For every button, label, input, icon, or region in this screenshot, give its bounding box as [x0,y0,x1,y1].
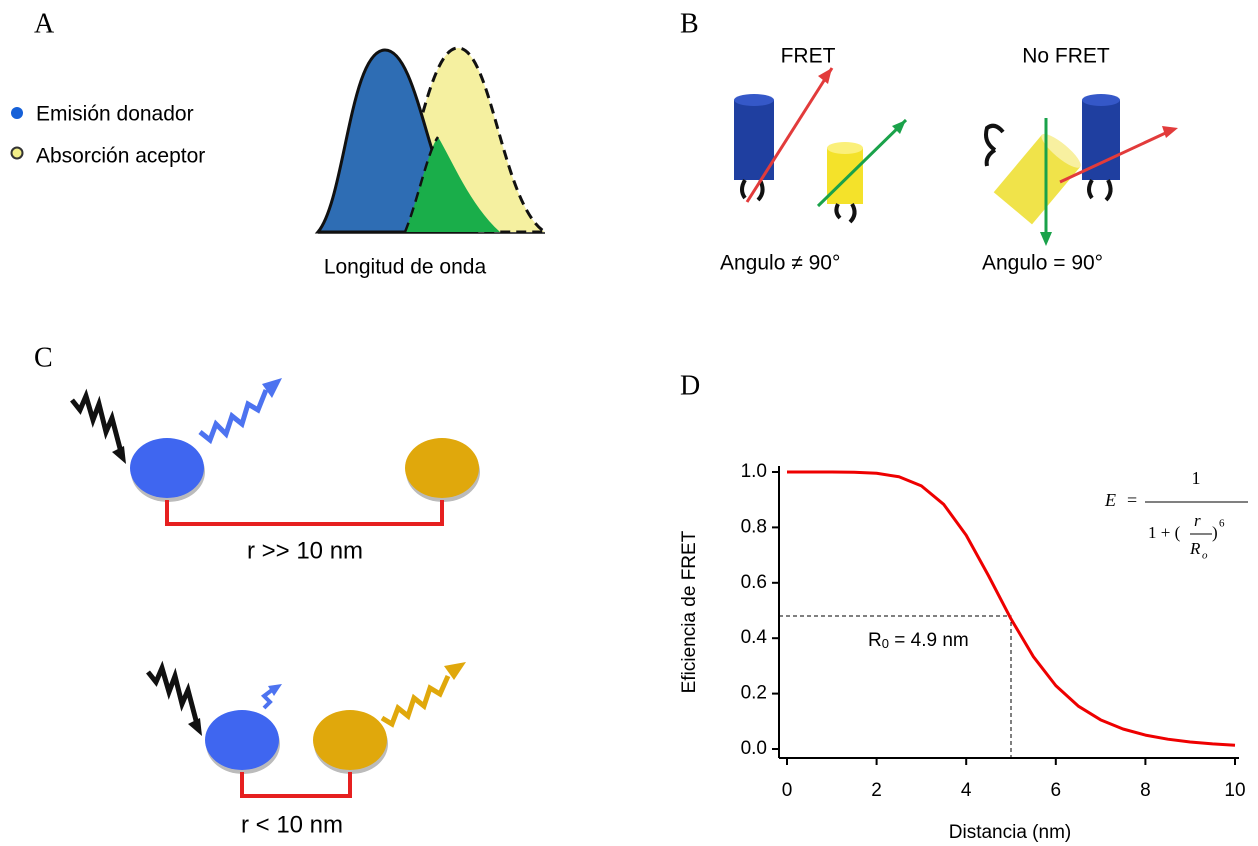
arrow-head [892,120,906,134]
panel-letter: C [34,342,53,373]
angle-label: Angulo = 90° [982,252,1103,275]
formula-part: E [1104,490,1116,510]
formula: o [1202,550,1208,562]
formula: 6 [1219,518,1225,530]
acceptor-top [827,142,863,154]
arrow-head [262,378,282,398]
legend-dot [11,107,23,119]
y-tick-label: 0.4 [741,627,768,648]
donor-top [1082,94,1120,106]
distance-label: r >> 10 nm [247,537,363,564]
donor-top [734,94,774,106]
x-tick-label: 2 [871,780,882,801]
x-tick-label: 0 [782,780,793,801]
dipole [1059,128,1173,184]
data-line [787,470,1236,747]
x-tick-label: 6 [1051,780,1062,801]
y-axis-label: Eficiencia de FRET [679,530,700,693]
panel-letter: A [34,8,55,39]
panel-b: B FRET No FRET Angulo ≠ 90° Angulo = 90° [680,8,1178,275]
formula: 1 + ( [1148,523,1181,542]
donor [734,100,774,180]
linker [240,772,352,798]
legend-dot [10,146,24,160]
donor [130,438,204,498]
legend-label: Emisión donador [36,103,194,126]
x-axis-label: Distancia (nm) [949,822,1071,843]
panel-letter: D [680,370,700,401]
overlap [405,137,500,232]
formula: R [1189,539,1201,558]
reference-label-part: R [868,630,882,651]
y-tick-label: 0.6 [741,572,767,593]
panel-c: C r >> 10 nm r < 10 nm [34,342,480,838]
arrow-head [818,68,832,84]
formula: 1 [1192,468,1201,488]
panel-title: FRET [781,45,836,68]
acceptor [313,710,387,770]
panel-d: D Distancia (nm) Eficiencia de FRET E = … [679,370,1248,843]
arrow-head [1162,126,1178,138]
acceptor [405,438,479,498]
formula: r [1194,511,1201,530]
formula: = [1127,490,1137,510]
formula: E [1104,490,1116,510]
formula: ) [1212,523,1218,542]
arrow-head [188,718,202,736]
linker [834,202,857,224]
excitation [146,660,201,729]
dipole [745,67,834,203]
donor [205,710,279,770]
linker [1087,178,1113,202]
linker [984,123,1005,167]
x-tick-label: 10 [1224,780,1245,801]
acceptor-top [1041,133,1081,168]
y-tick-label: 0.8 [741,516,767,537]
y-tick-label: 0.2 [741,683,767,704]
emission [380,674,451,728]
emission [198,389,269,445]
panel-letter: B [680,8,699,39]
reference-label-part: 0 [882,636,889,651]
reference-label-part: = 4.9 nm [889,630,969,651]
angle-label: Angulo ≠ 90° [720,252,840,275]
reference-label: R0 = 4.9 nm [868,630,969,651]
arrow-head [444,662,466,680]
arrow-head [112,446,126,464]
distance-label: r < 10 nm [241,811,343,838]
formula-part: 1 + ( [1148,523,1181,542]
emission [260,688,274,710]
overlap-edge [403,136,440,233]
axis-label: Longitud de onda [324,256,487,279]
panel-a: A Emisión donador Absorción aceptor Long… [10,8,551,279]
arrow-head [1040,232,1052,246]
arrow-head [268,684,282,696]
dipole [816,118,908,208]
y-tick-label: 1.0 [741,461,767,482]
panel-title: No FRET [1022,45,1110,68]
x-tick-label: 4 [961,780,972,801]
legend-label: Absorción aceptor [36,145,205,168]
y-tick-label: 0.0 [741,738,767,759]
x-tick-label: 8 [1140,780,1151,801]
donor [1082,100,1120,180]
acceptor [827,148,863,204]
linker [165,500,444,526]
excitation [70,388,125,457]
